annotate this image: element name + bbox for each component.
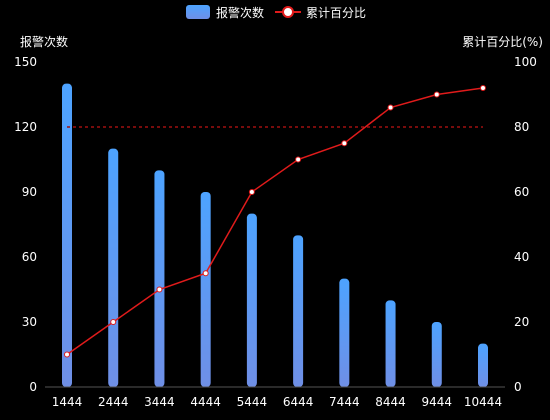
right-axis-label: 累计百分比(%)	[462, 35, 543, 49]
left-tick-label: 150	[14, 55, 37, 69]
right-tick-label: 80	[514, 120, 529, 134]
left-axis-ticks: 0 30 60 90 120 150	[14, 55, 37, 394]
left-tick-label: 30	[22, 315, 37, 329]
left-tick-label: 90	[22, 185, 37, 199]
line-point	[156, 286, 163, 293]
bar	[108, 148, 119, 387]
legend-label-line: 累计百分比	[306, 6, 366, 20]
line-point	[64, 351, 70, 358]
line-point	[341, 140, 348, 147]
bar	[246, 213, 257, 387]
legend: 报警次数 累计百分比	[186, 5, 366, 20]
line-point	[433, 91, 440, 98]
right-tick-label: 40	[514, 250, 529, 264]
line-point	[248, 189, 255, 195]
x-tick-label: 5444	[237, 395, 268, 409]
x-tick-label: 3444	[144, 395, 175, 409]
x-tick-label: 8444	[375, 395, 406, 409]
line-point	[110, 319, 117, 325]
left-tick-label: 60	[22, 250, 37, 264]
bar-series	[62, 83, 488, 388]
x-tick-label: 2444	[98, 395, 129, 409]
legend-label-bar: 报警次数	[216, 5, 264, 20]
cumulative-line-series	[64, 85, 486, 358]
x-tick-label: 1444	[52, 395, 83, 409]
right-axis-ticks: 0 20 40 60 80 100	[514, 55, 537, 394]
right-tick-label: 60	[514, 185, 529, 199]
legend-line-marker	[282, 6, 294, 18]
line-point	[295, 156, 302, 163]
x-tick-label: 10444	[464, 395, 502, 409]
bar	[478, 343, 488, 387]
bar	[431, 322, 442, 387]
x-tick-label: 9444	[422, 395, 453, 409]
x-tick-label: 6444	[283, 395, 314, 409]
left-tick-label: 0	[29, 380, 37, 394]
legend-item-bar[interactable]: 报警次数	[186, 5, 264, 20]
bar	[385, 300, 396, 387]
x-tick-label: 7444	[329, 395, 360, 409]
x-tick-label: 4444	[190, 395, 221, 409]
bar	[62, 83, 72, 388]
line-point	[387, 104, 394, 111]
right-tick-label: 0	[514, 380, 522, 394]
bar	[200, 192, 211, 387]
left-axis-label: 报警次数	[20, 34, 68, 49]
right-tick-label: 20	[514, 315, 529, 329]
line-point	[202, 270, 209, 277]
bar	[293, 235, 304, 387]
right-tick-label: 100	[514, 55, 537, 69]
line-point	[480, 85, 486, 91]
left-tick-label: 120	[14, 120, 37, 134]
bar	[339, 278, 350, 387]
x-axis-ticks: 1444 2444 3444 4444 5444 6444 7444 8444 9444 1044…	[52, 395, 502, 409]
bar	[154, 170, 165, 387]
legend-bar-swatch	[186, 5, 210, 19]
cumulative-line	[66, 87, 484, 356]
legend-item-line[interactable]: 累计百分比	[275, 6, 366, 20]
